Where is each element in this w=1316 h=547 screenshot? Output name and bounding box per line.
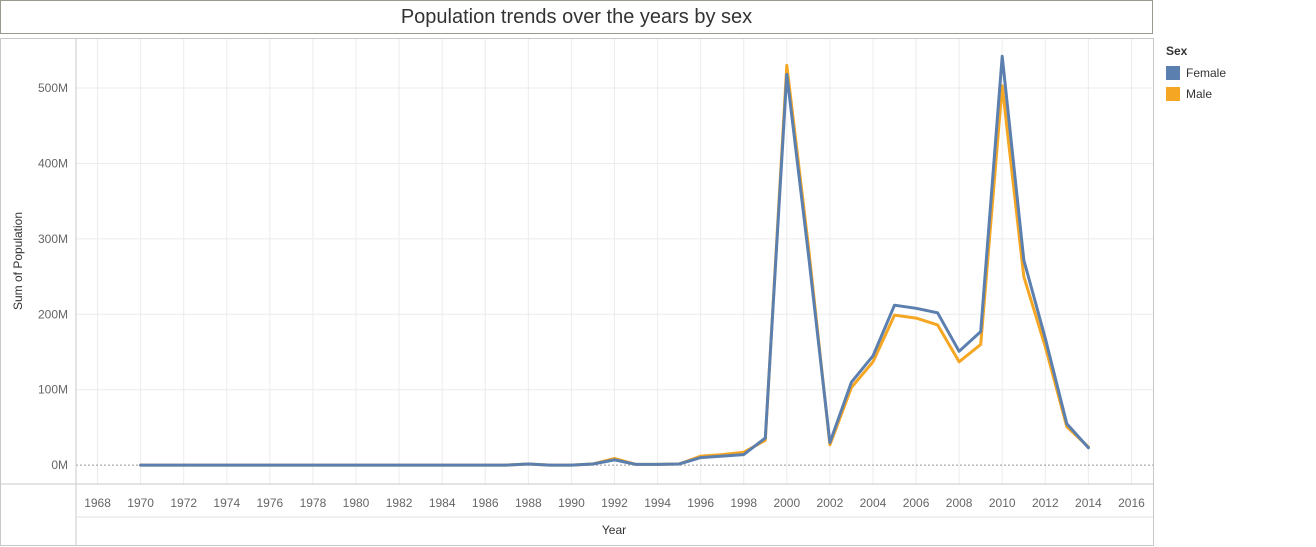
x-tick-label: 1972 — [170, 496, 197, 510]
x-tick-label: 1996 — [687, 496, 714, 510]
legend[interactable]: Sex Female Male — [1166, 44, 1226, 104]
y-tick-label: 500M — [38, 81, 68, 95]
x-tick-label: 1988 — [515, 496, 542, 510]
legend-title: Sex — [1166, 44, 1188, 58]
legend-label-male: Male — [1186, 86, 1213, 101]
x-tick-label: 1990 — [558, 496, 585, 510]
x-tick-label: 2008 — [946, 496, 973, 510]
x-tick-label: 2012 — [1032, 496, 1059, 510]
legend-item-female[interactable]: Female — [1166, 62, 1226, 83]
x-tick-label: 1978 — [300, 496, 327, 510]
y-tick-label: 400M — [38, 156, 68, 170]
y-axis-title: Sum of Population — [11, 212, 25, 310]
x-tick-label: 2002 — [817, 496, 844, 510]
x-tick-label: 2004 — [860, 496, 887, 510]
x-tick-label: 2010 — [989, 496, 1016, 510]
x-tick-label: 1986 — [472, 496, 499, 510]
x-tick-label: 1976 — [257, 496, 284, 510]
x-tick-label: 2014 — [1075, 496, 1102, 510]
x-tick-label: 2000 — [773, 496, 800, 510]
y-tick-label: 0M — [51, 458, 68, 472]
chart-title: Population trends over the years by sex — [400, 6, 753, 28]
legend-swatch-male — [1166, 86, 1180, 101]
x-tick-label: 1980 — [343, 496, 370, 510]
x-tick-label: 1984 — [429, 496, 456, 510]
series-line-female — [139, 54, 1090, 467]
x-axis-title: Year — [602, 523, 626, 537]
line-chart: 0M 100M 200M 300M 400M 500M 1968 1970 1972 1974 19… — [0, 39, 1153, 546]
chart-panel — [0, 38, 1154, 546]
x-tick-label: 1982 — [386, 496, 413, 510]
x-tick-label: 1994 — [644, 496, 671, 510]
x-tick-label: 1998 — [730, 496, 757, 510]
legend-label-female: Female — [1186, 65, 1227, 80]
x-tick-label: 2006 — [903, 496, 930, 510]
legend-item-male[interactable]: Male — [1166, 83, 1226, 104]
y-tick-label: 300M — [38, 232, 68, 246]
x-tick-label: 1968 — [84, 496, 111, 510]
legend-swatch-female — [1166, 65, 1180, 80]
x-tick-label: 2016 — [1118, 496, 1145, 510]
x-tick-label: 1970 — [127, 496, 154, 510]
y-tick-label: 200M — [38, 307, 68, 321]
chart-title-box: Population trends over the years by sex — [0, 0, 1153, 34]
x-tick-label: 1974 — [213, 496, 240, 510]
x-tick-label: 1992 — [601, 496, 628, 510]
y-tick-label: 100M — [38, 383, 68, 397]
